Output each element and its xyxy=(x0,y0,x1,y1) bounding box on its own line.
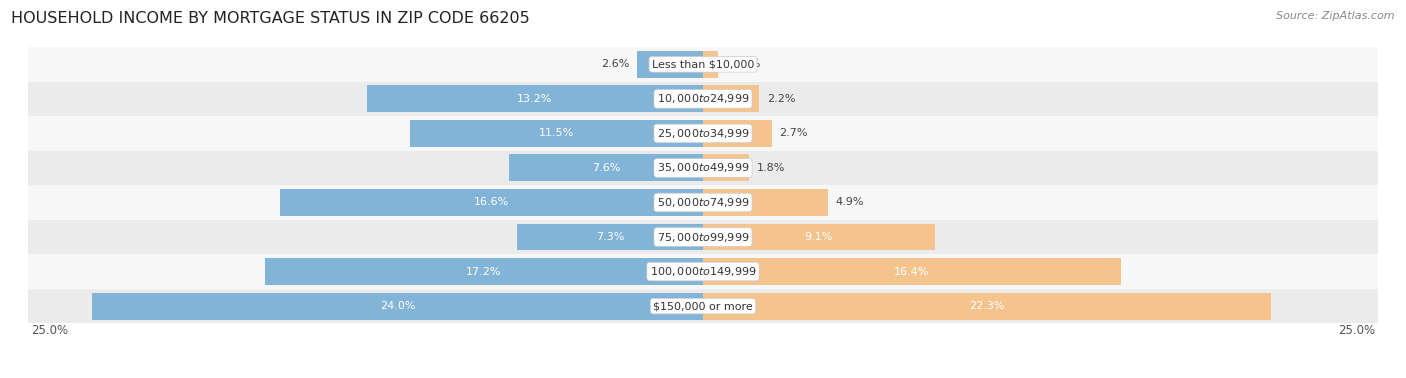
Bar xyxy=(517,223,703,251)
Bar xyxy=(411,120,703,147)
Text: 2.7%: 2.7% xyxy=(779,129,808,138)
Text: 2.6%: 2.6% xyxy=(600,59,628,69)
Text: $50,000 to $74,999: $50,000 to $74,999 xyxy=(657,196,749,209)
Text: $25,000 to $34,999: $25,000 to $34,999 xyxy=(657,127,749,140)
Text: 17.2%: 17.2% xyxy=(467,266,502,277)
Text: $150,000 or more: $150,000 or more xyxy=(654,301,752,311)
Bar xyxy=(0,254,1406,289)
Text: 0.59%: 0.59% xyxy=(725,59,761,69)
Text: 7.3%: 7.3% xyxy=(596,232,624,242)
Bar xyxy=(0,220,1406,254)
Bar xyxy=(264,258,703,285)
Text: 13.2%: 13.2% xyxy=(517,94,553,104)
Bar xyxy=(703,293,1271,319)
Text: HOUSEHOLD INCOME BY MORTGAGE STATUS IN ZIP CODE 66205: HOUSEHOLD INCOME BY MORTGAGE STATUS IN Z… xyxy=(11,11,530,26)
Bar xyxy=(703,85,759,112)
Bar xyxy=(509,155,703,181)
Text: 16.6%: 16.6% xyxy=(474,197,509,208)
Bar xyxy=(367,85,703,112)
Text: $100,000 to $149,999: $100,000 to $149,999 xyxy=(650,265,756,278)
Bar xyxy=(703,258,1121,285)
Text: Less than $10,000: Less than $10,000 xyxy=(652,59,754,69)
Bar xyxy=(703,51,718,78)
Bar xyxy=(0,185,1406,220)
Text: 4.9%: 4.9% xyxy=(835,197,863,208)
Bar xyxy=(637,51,703,78)
Bar xyxy=(280,189,703,216)
Text: 24.0%: 24.0% xyxy=(380,301,415,311)
Text: 11.5%: 11.5% xyxy=(538,129,574,138)
Text: 1.8%: 1.8% xyxy=(756,163,785,173)
Bar xyxy=(703,155,749,181)
Bar xyxy=(91,293,703,319)
Bar xyxy=(703,120,772,147)
Legend: Without Mortgage, With Mortgage: Without Mortgage, With Mortgage xyxy=(576,375,830,378)
Bar xyxy=(0,151,1406,185)
Bar xyxy=(0,47,1406,82)
Bar xyxy=(0,289,1406,323)
Text: 25.0%: 25.0% xyxy=(31,324,67,338)
Text: 22.3%: 22.3% xyxy=(969,301,1005,311)
Text: Source: ZipAtlas.com: Source: ZipAtlas.com xyxy=(1277,11,1395,21)
Bar xyxy=(0,116,1406,151)
Bar xyxy=(0,82,1406,116)
Text: 25.0%: 25.0% xyxy=(1339,324,1375,338)
Bar xyxy=(703,189,828,216)
Text: $75,000 to $99,999: $75,000 to $99,999 xyxy=(657,231,749,243)
Text: $35,000 to $49,999: $35,000 to $49,999 xyxy=(657,161,749,175)
Text: 9.1%: 9.1% xyxy=(804,232,834,242)
Text: 7.6%: 7.6% xyxy=(592,163,620,173)
Text: 16.4%: 16.4% xyxy=(894,266,929,277)
Text: 2.2%: 2.2% xyxy=(766,94,796,104)
Text: $10,000 to $24,999: $10,000 to $24,999 xyxy=(657,92,749,105)
Bar xyxy=(703,223,935,251)
